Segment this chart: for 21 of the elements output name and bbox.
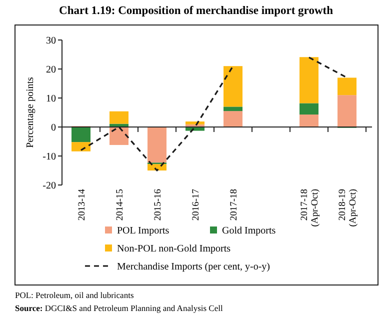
y-tick-label: -10 (42, 152, 56, 162)
chart-title: Chart 1.19: Composition of merchandise import growth (59, 5, 334, 17)
x-tick-label: 2015-16 (153, 188, 164, 221)
y-tick-label: 20 (46, 64, 56, 76)
x-tick-label: 2018-19 (Apr-Oct) (338, 188, 359, 227)
legend-label: Gold Imports (222, 226, 276, 236)
x-tick-label: 2016-17 (191, 188, 202, 221)
legend-label: Non-POL non-Gold Imports (117, 244, 231, 254)
y-tick-label: 0 (51, 122, 56, 134)
x-tick-label: 2017-18 (Apr-Oct) (300, 188, 321, 227)
y-tick-label: 10 (46, 94, 56, 104)
x-tick-label: 2014-15 (115, 188, 126, 221)
y-tick-label: -20 (42, 180, 56, 192)
source-note: Source: DGCI&S and Petroleum Planning and Analysis Cell (15, 303, 224, 313)
legend-label: Merchandise Imports (per cent, y-o-y) (117, 262, 270, 272)
x-tick-label: 2013-14 (77, 188, 88, 221)
text: POL: Petroleum, oil and lubricants (15, 290, 134, 300)
y-tick-label: 30 (46, 36, 56, 46)
legend-label: POL Imports (117, 226, 170, 236)
y-axis-title: Percentage points (25, 76, 36, 148)
x-tick-label: 2017-18 (229, 188, 240, 221)
